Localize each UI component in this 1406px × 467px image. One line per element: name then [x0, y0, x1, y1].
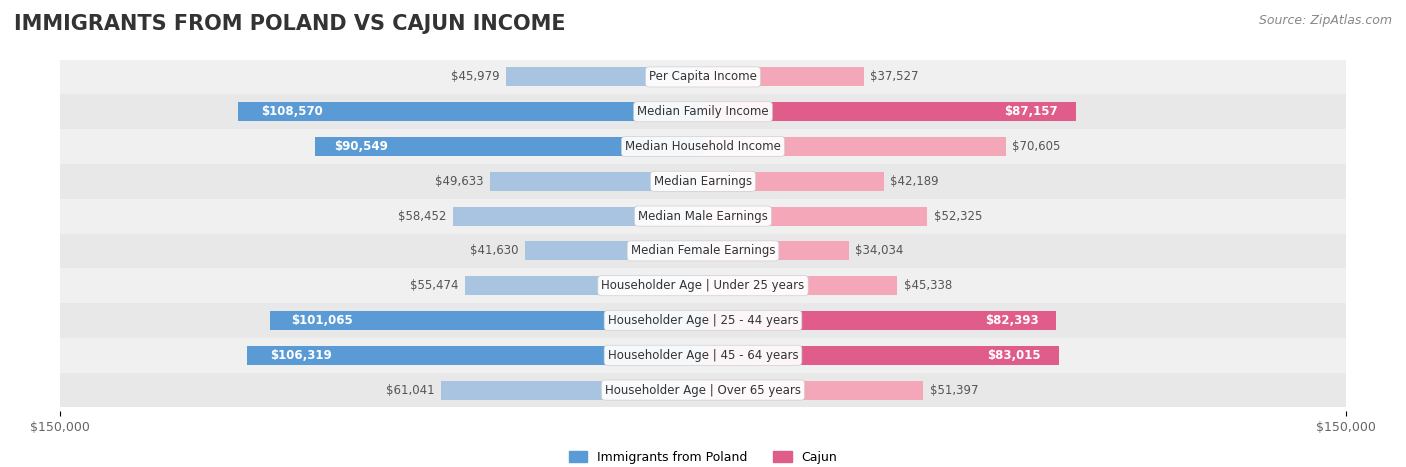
Text: $90,549: $90,549	[335, 140, 388, 153]
Bar	[60, 164, 1346, 198]
Bar	[491, 172, 703, 191]
Bar	[703, 241, 849, 261]
Text: $87,157: $87,157	[1004, 105, 1057, 118]
Text: $106,319: $106,319	[270, 349, 332, 362]
Text: Householder Age | 25 - 44 years: Householder Age | 25 - 44 years	[607, 314, 799, 327]
Text: $58,452: $58,452	[398, 210, 446, 223]
Text: $108,570: $108,570	[262, 105, 323, 118]
Text: $55,474: $55,474	[411, 279, 458, 292]
Bar	[703, 67, 863, 86]
Text: Householder Age | 45 - 64 years: Householder Age | 45 - 64 years	[607, 349, 799, 362]
Text: $42,189: $42,189	[890, 175, 939, 188]
Text: Householder Age | Under 25 years: Householder Age | Under 25 years	[602, 279, 804, 292]
Bar	[703, 206, 927, 226]
Text: Source: ZipAtlas.com: Source: ZipAtlas.com	[1258, 14, 1392, 27]
Text: IMMIGRANTS FROM POLAND VS CAJUN INCOME: IMMIGRANTS FROM POLAND VS CAJUN INCOME	[14, 14, 565, 34]
Bar	[60, 373, 1346, 408]
Bar	[270, 311, 703, 330]
Bar	[60, 129, 1346, 164]
Text: Median Household Income: Median Household Income	[626, 140, 780, 153]
Bar	[703, 346, 1059, 365]
Bar	[453, 206, 703, 226]
Bar	[60, 94, 1346, 129]
Text: $51,397: $51,397	[929, 383, 979, 396]
Text: $45,979: $45,979	[451, 71, 499, 84]
Bar	[703, 276, 897, 295]
Bar	[441, 381, 703, 400]
Text: Median Male Earnings: Median Male Earnings	[638, 210, 768, 223]
Bar	[465, 276, 703, 295]
Text: $61,041: $61,041	[387, 383, 434, 396]
Bar	[703, 137, 1005, 156]
Text: Median Female Earnings: Median Female Earnings	[631, 244, 775, 257]
Text: Per Capita Income: Per Capita Income	[650, 71, 756, 84]
Bar	[703, 311, 1056, 330]
Text: $82,393: $82,393	[984, 314, 1039, 327]
Text: $49,633: $49,633	[436, 175, 484, 188]
Text: Householder Age | Over 65 years: Householder Age | Over 65 years	[605, 383, 801, 396]
Text: $34,034: $34,034	[855, 244, 904, 257]
Text: $70,605: $70,605	[1012, 140, 1060, 153]
Text: $83,015: $83,015	[987, 349, 1040, 362]
Legend: Immigrants from Poland, Cajun: Immigrants from Poland, Cajun	[564, 446, 842, 467]
Text: Median Earnings: Median Earnings	[654, 175, 752, 188]
Bar	[60, 269, 1346, 303]
Bar	[703, 172, 884, 191]
Bar	[524, 241, 703, 261]
Text: $45,338: $45,338	[904, 279, 952, 292]
Bar	[315, 137, 703, 156]
Bar	[60, 303, 1346, 338]
Bar	[506, 67, 703, 86]
Text: $101,065: $101,065	[291, 314, 353, 327]
Text: $37,527: $37,527	[870, 71, 918, 84]
Bar	[60, 198, 1346, 234]
Bar	[247, 346, 703, 365]
Bar	[703, 102, 1077, 121]
Text: $41,630: $41,630	[470, 244, 519, 257]
Text: $52,325: $52,325	[934, 210, 981, 223]
Bar	[60, 234, 1346, 269]
Bar	[703, 381, 924, 400]
Bar	[60, 338, 1346, 373]
Text: Median Family Income: Median Family Income	[637, 105, 769, 118]
Bar	[60, 59, 1346, 94]
Bar	[238, 102, 703, 121]
